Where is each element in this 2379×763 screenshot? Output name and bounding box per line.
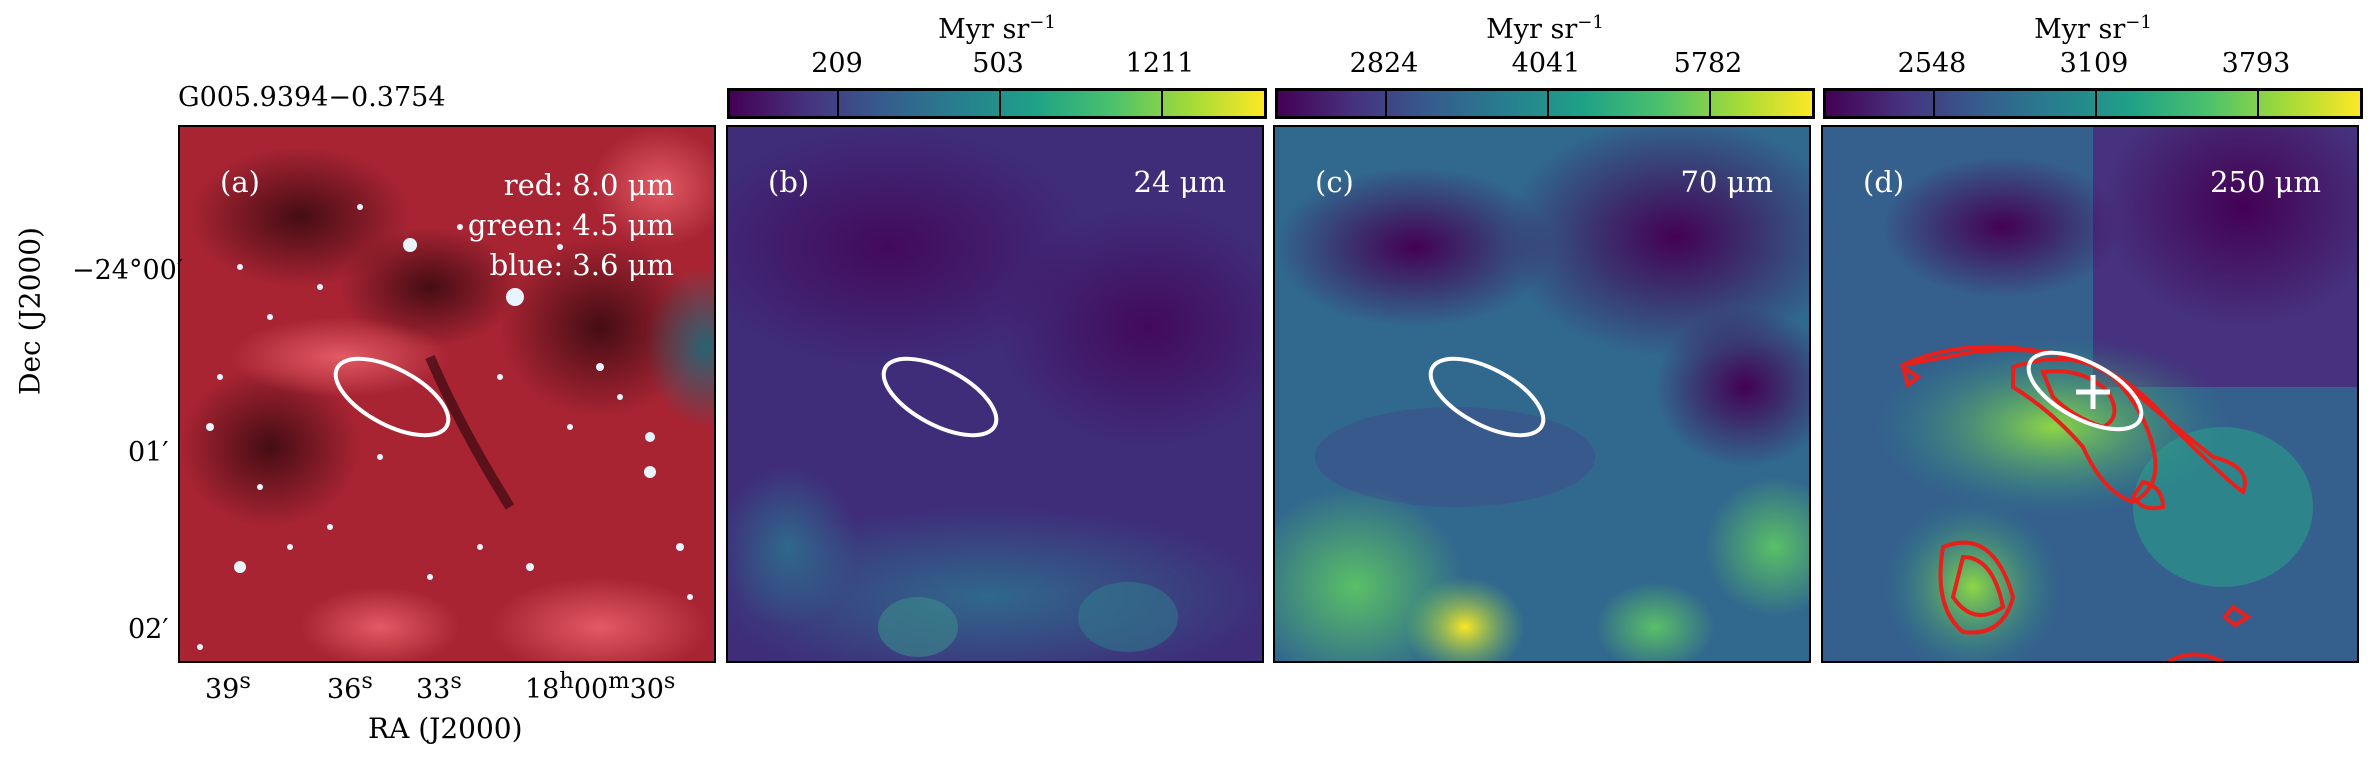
colorbar-tick: 3793 — [2221, 48, 2291, 79]
colorbar-b-gradient — [727, 88, 1267, 119]
panel-d-wavelength: 250 μm — [2210, 165, 2321, 199]
x-axis-label: RA (J2000) — [368, 712, 523, 745]
ra-tick-label: 33s — [416, 668, 462, 705]
colorbar-unit: Myr sr−1 — [1486, 12, 1604, 45]
dec-tick-label: 02′ — [128, 614, 169, 645]
colorbar-tick: 4041 — [1511, 48, 1581, 79]
panel-d-label: (d) — [1863, 165, 1905, 199]
panel-c-70um-map: (c) 70 μm — [1273, 125, 1811, 663]
colorbar-tick: 5782 — [1673, 48, 1743, 79]
panel-d-250um-map: (d) 250 μm — [1821, 125, 2359, 663]
panel-b-wavelength: 24 μm — [1133, 165, 1226, 199]
panel-a-label: (a) — [220, 165, 260, 199]
colorbar-tick: 3109 — [2059, 48, 2129, 79]
colorbar-tick: 2548 — [1897, 48, 1967, 79]
ra-tick-label: 39s — [205, 668, 251, 705]
colorbar-d-gradient — [1823, 88, 2363, 119]
panel-c-label: (c) — [1315, 165, 1354, 199]
rgb-legend: red: 8.0 μm green: 4.5 μm blue: 3.6 μm — [468, 165, 674, 285]
rgb-legend-blue: blue: 3.6 μm — [489, 248, 674, 282]
panel-b-24um-map: (b) 24 μm — [726, 125, 1264, 663]
rgb-legend-green: green: 4.5 μm — [467, 208, 674, 242]
colorbar-tick: 2824 — [1349, 48, 1419, 79]
colorbar-tick: 503 — [972, 48, 1024, 79]
ra-tick-label: 36s — [327, 668, 373, 705]
y-axis-label: Dec (J2000) — [13, 227, 47, 395]
panel-b-label: (b) — [768, 165, 810, 199]
colorbar-tick: 1211 — [1125, 48, 1195, 79]
colorbar-c-gradient — [1275, 88, 1815, 119]
colorbar-unit: Myr sr−1 — [2034, 12, 2152, 45]
source-title: G005.9394−0.3754 — [178, 82, 446, 113]
panel-c-wavelength: 70 μm — [1680, 165, 1773, 199]
dec-tick-label: 01′ — [128, 437, 169, 468]
colorbar-unit: Myr sr−1 — [938, 12, 1056, 45]
ra-tick-label: 18h00m30s — [525, 668, 676, 705]
dec-tick-label: −24°00′ — [72, 255, 183, 286]
rgb-legend-red: red: 8.0 μm — [503, 168, 674, 202]
panel-a-rgb-image: (a) red: 8.0 μm green: 4.5 μm blue: 3.6 … — [178, 125, 716, 663]
colorbar-tick: 209 — [811, 48, 863, 79]
